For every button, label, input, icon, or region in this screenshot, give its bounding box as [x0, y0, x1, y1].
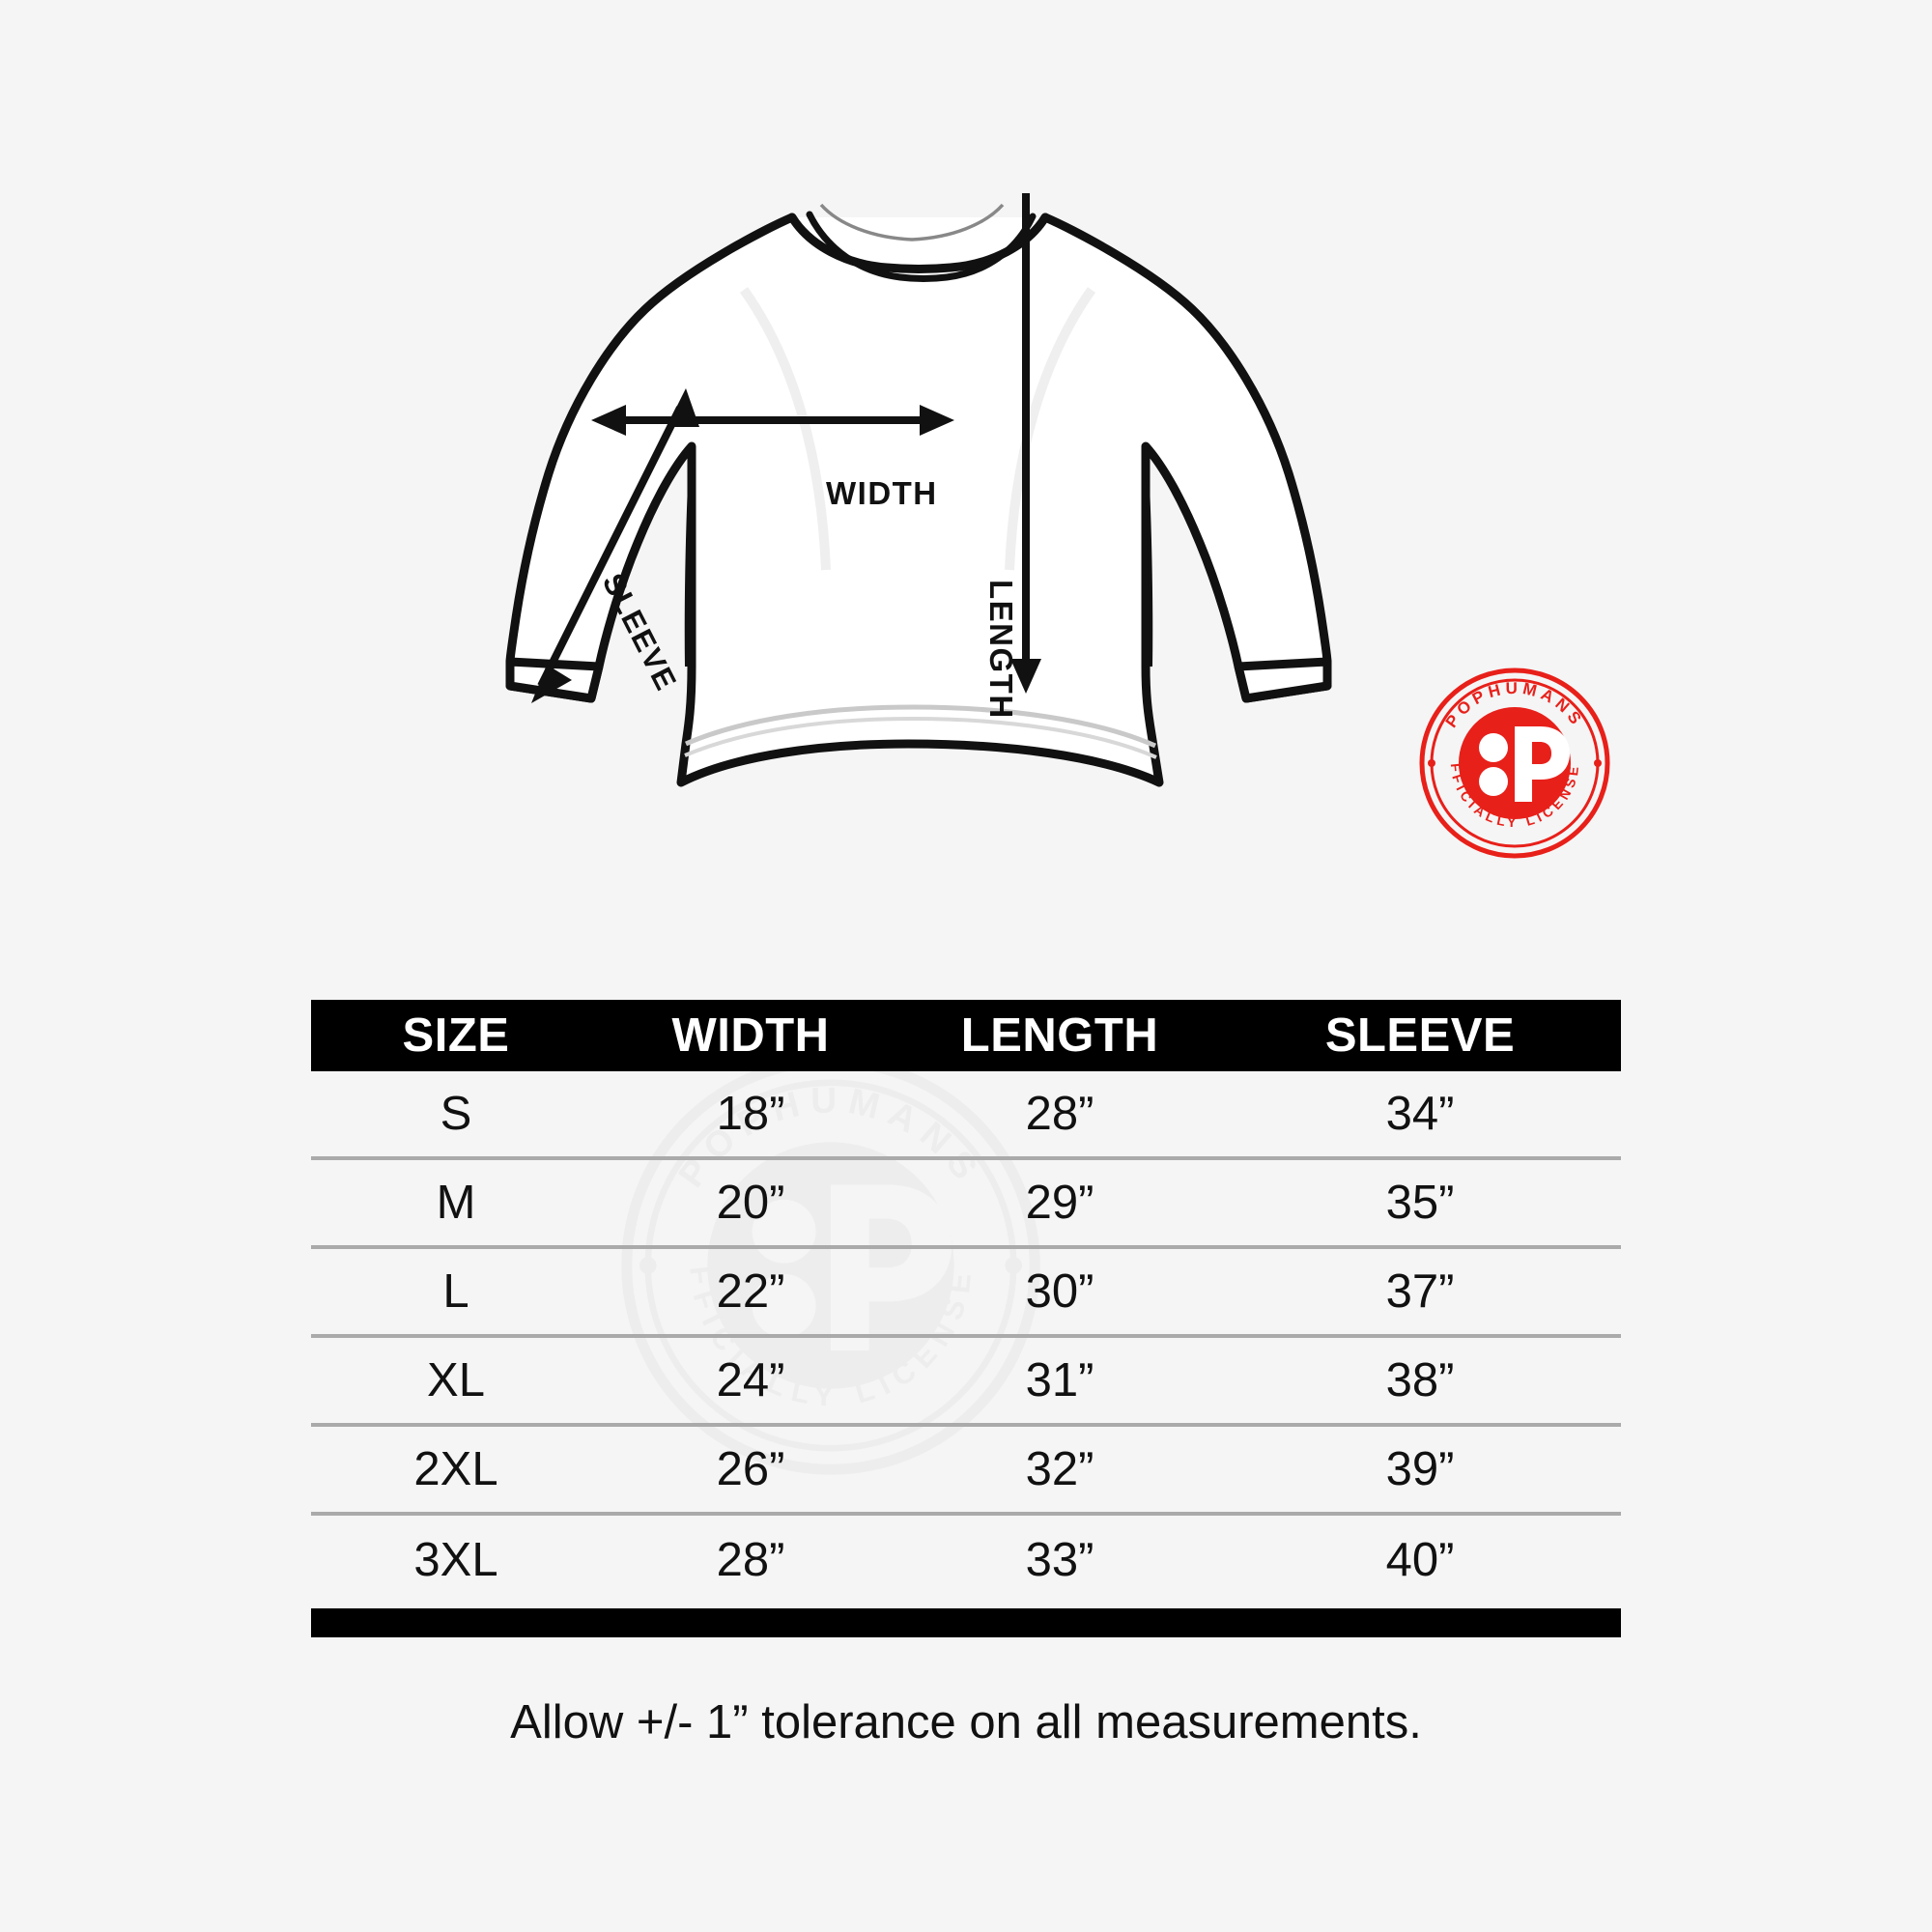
- table-row: S 18” 28” 34”: [311, 1071, 1621, 1160]
- cell-size: XL: [427, 1354, 485, 1406]
- cell-length: 31”: [1025, 1354, 1094, 1406]
- badge-p-mark: [1479, 726, 1570, 802]
- cell-sleeve: 37”: [1385, 1265, 1455, 1318]
- cell-size: S: [440, 1088, 472, 1140]
- table-row: 2XL 26” 32” 39”: [311, 1427, 1621, 1516]
- width-measurement-label: WIDTH: [826, 475, 938, 511]
- fabric-shade-right: [1005, 287, 1096, 571]
- column-header-width: WIDTH: [671, 1009, 830, 1062]
- size-chart-table: SIZE WIDTH LENGTH SLEEVE S 18” 28” 34” M…: [311, 1000, 1621, 1637]
- table-row: M 20” 29” 35”: [311, 1160, 1621, 1249]
- cuff-right: [1234, 657, 1332, 703]
- table-body: S 18” 28” 34” M 20” 29” 35” L 22” 30” 37…: [311, 1071, 1621, 1605]
- cell-sleeve: 40”: [1385, 1534, 1455, 1586]
- table-row: 3XL 28” 33” 40”: [311, 1516, 1621, 1605]
- cell-sleeve: 34”: [1385, 1088, 1455, 1140]
- cell-size: 2XL: [413, 1443, 498, 1495]
- seam-right: [1144, 445, 1153, 668]
- cell-length: 29”: [1025, 1177, 1094, 1229]
- cell-length: 30”: [1025, 1265, 1094, 1318]
- cell-size: L: [442, 1265, 469, 1318]
- cell-size: M: [436, 1177, 476, 1229]
- collar-inner-seam: [819, 203, 1005, 242]
- table-row: XL 24” 31” 38”: [311, 1338, 1621, 1427]
- collar-rib: [806, 211, 1037, 282]
- cell-sleeve: 35”: [1385, 1177, 1455, 1229]
- cell-width: 28”: [716, 1534, 785, 1586]
- seam-left: [684, 445, 694, 668]
- column-header-length: LENGTH: [960, 1009, 1159, 1062]
- badge-dot-right: [1594, 759, 1602, 767]
- length-measurement-label: LENGTH: [983, 580, 1019, 720]
- garment-illustration: WIDTH LENGTH SLEEVE POPHUMANS OFFICIALLY…: [505, 193, 1610, 859]
- hem-fold: [685, 704, 1157, 749]
- long-sleeve-shirt-drawing: [505, 193, 1332, 787]
- sleeve-arrow: [531, 388, 699, 703]
- cell-length: 28”: [1025, 1088, 1094, 1140]
- width-arrow: [591, 405, 954, 436]
- table-row: L 22” 30” 37”: [311, 1249, 1621, 1338]
- cell-width: 20”: [716, 1177, 785, 1229]
- table-header-row: SIZE WIDTH LENGTH SLEEVE: [311, 1000, 1621, 1071]
- column-header-size: SIZE: [402, 1009, 510, 1062]
- table-footer-bar: [311, 1608, 1621, 1637]
- cell-length: 32”: [1025, 1443, 1094, 1495]
- pophumans-logo-badge: POPHUMANS OFFICIALLY LICENSED: [1418, 667, 1610, 859]
- fabric-shade-left: [739, 287, 831, 571]
- length-arrow: [1010, 193, 1041, 694]
- cell-sleeve: 39”: [1385, 1443, 1455, 1495]
- column-header-sleeve: SLEEVE: [1324, 1009, 1516, 1062]
- cell-width: 18”: [716, 1088, 785, 1140]
- cell-width: 26”: [716, 1443, 785, 1495]
- badge-dot-left: [1428, 759, 1435, 767]
- tolerance-note: Allow +/- 1” tolerance on all measuremen…: [510, 1696, 1422, 1748]
- cell-length: 33”: [1025, 1534, 1094, 1586]
- cell-sleeve: 38”: [1385, 1354, 1455, 1406]
- badge-outer-ring: [1419, 668, 1610, 859]
- cell-size: 3XL: [413, 1534, 498, 1586]
- cell-width: 22”: [716, 1265, 785, 1318]
- cell-width: 24”: [716, 1354, 785, 1406]
- hem-fold-2: [684, 716, 1157, 759]
